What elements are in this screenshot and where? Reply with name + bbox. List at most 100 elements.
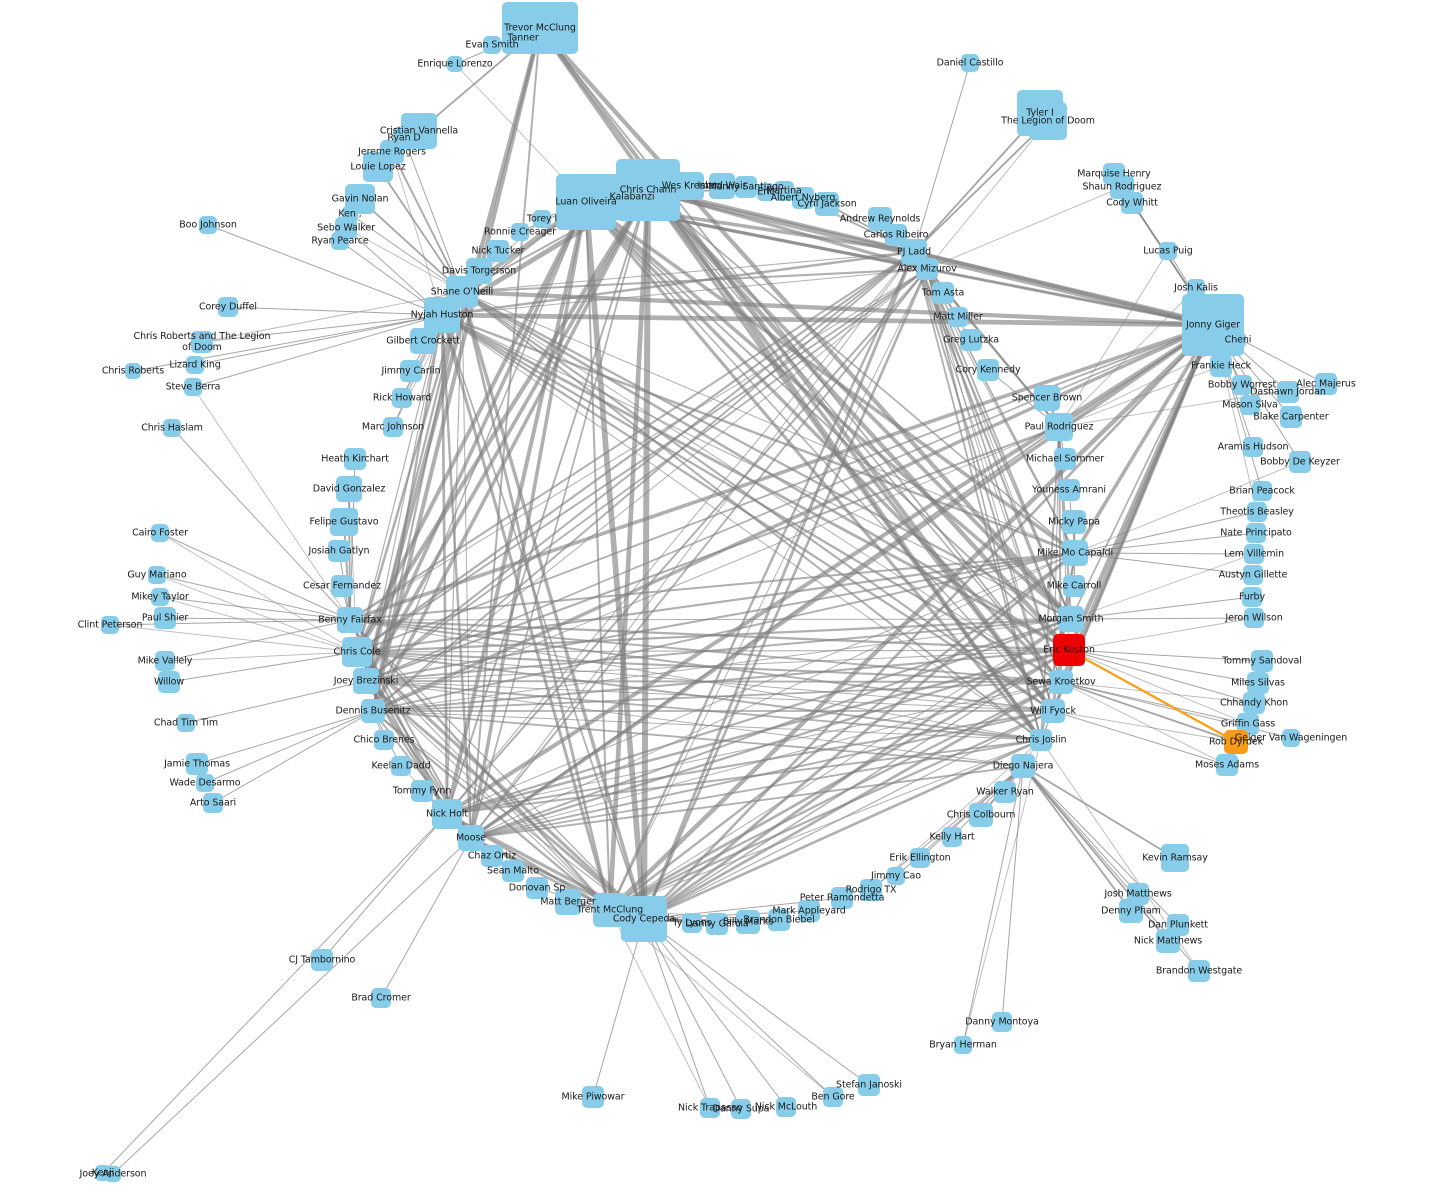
graph-node[interactable] xyxy=(1210,355,1232,377)
graph-node[interactable] xyxy=(1315,373,1337,395)
graph-node[interactable] xyxy=(700,1098,720,1118)
graph-node[interactable] xyxy=(709,173,735,199)
graph-node[interactable] xyxy=(191,331,213,353)
graph-node[interactable] xyxy=(948,307,968,327)
graph-node[interactable] xyxy=(556,174,616,230)
graph-node[interactable] xyxy=(361,699,385,723)
graph-node[interactable] xyxy=(487,240,509,262)
graph-node[interactable] xyxy=(163,419,181,437)
graph-node[interactable] xyxy=(481,845,503,867)
graph-node[interactable] xyxy=(682,913,702,933)
graph-node[interactable] xyxy=(757,183,775,201)
graph-node[interactable] xyxy=(798,900,820,922)
graph-node[interactable] xyxy=(1252,481,1272,501)
graph-node[interactable] xyxy=(447,56,463,72)
graph-node[interactable] xyxy=(609,174,655,220)
graph-node[interactable] xyxy=(960,329,982,351)
graph-node[interactable] xyxy=(177,714,195,732)
graph-node[interactable] xyxy=(411,780,433,802)
graph-node[interactable] xyxy=(910,848,930,868)
graph-node[interactable] xyxy=(735,176,757,198)
graph-node[interactable] xyxy=(1053,634,1085,666)
graph-node[interactable] xyxy=(1242,587,1262,607)
graph-node[interactable] xyxy=(1247,502,1267,522)
graph-node[interactable] xyxy=(391,756,411,776)
graph-node[interactable] xyxy=(330,508,358,536)
graph-node[interactable] xyxy=(1058,606,1084,632)
graph-node[interactable] xyxy=(582,1086,604,1108)
graph-node[interactable] xyxy=(1049,670,1073,694)
graph-node[interactable] xyxy=(731,1099,751,1119)
graph-node[interactable] xyxy=(1280,406,1302,428)
graph-node[interactable] xyxy=(151,524,169,542)
graph-node[interactable] xyxy=(887,867,905,885)
graph-node[interactable] xyxy=(954,1036,972,1054)
graph-node[interactable] xyxy=(1159,242,1177,260)
graph-node[interactable] xyxy=(977,359,999,381)
graph-node[interactable] xyxy=(815,192,839,216)
graph-node[interactable] xyxy=(125,363,141,379)
graph-node[interactable] xyxy=(342,637,372,667)
graph-node[interactable] xyxy=(458,825,484,851)
graph-node[interactable] xyxy=(344,448,366,470)
graph-node[interactable] xyxy=(328,540,350,562)
graph-node[interactable] xyxy=(706,913,728,935)
graph-node[interactable] xyxy=(992,1012,1012,1032)
graph-node[interactable] xyxy=(768,909,790,931)
graph-node[interactable] xyxy=(1045,413,1073,441)
graph-node[interactable] xyxy=(1216,754,1238,776)
graph-node[interactable] xyxy=(392,388,412,408)
graph-node[interactable] xyxy=(1062,540,1088,566)
graph-node[interactable] xyxy=(196,774,214,792)
graph-node[interactable] xyxy=(994,781,1016,803)
graph-node[interactable] xyxy=(374,730,394,750)
graph-node[interactable] xyxy=(424,297,460,333)
graph-node[interactable] xyxy=(400,360,422,382)
graph-node[interactable] xyxy=(1251,650,1273,672)
graph-node[interactable] xyxy=(1224,730,1248,754)
graph-node[interactable] xyxy=(331,232,349,250)
graph-node[interactable] xyxy=(184,378,202,396)
graph-node[interactable] xyxy=(199,216,217,234)
graph-node[interactable] xyxy=(969,803,993,827)
graph-node[interactable] xyxy=(1034,385,1060,411)
graph-node[interactable] xyxy=(483,36,501,54)
graph-node[interactable] xyxy=(148,566,166,584)
graph-node[interactable] xyxy=(942,827,962,847)
graph-node[interactable] xyxy=(105,1166,121,1182)
graph-node[interactable] xyxy=(932,282,954,304)
graph-node[interactable] xyxy=(1119,899,1143,923)
graph-node[interactable] xyxy=(1011,754,1035,778)
graph-node[interactable] xyxy=(1041,699,1065,723)
graph-node[interactable] xyxy=(155,651,175,671)
graph-node[interactable] xyxy=(1029,102,1067,140)
graph-node[interactable] xyxy=(1282,729,1300,747)
graph-node[interactable] xyxy=(1244,608,1264,628)
graph-node[interactable] xyxy=(1187,279,1205,297)
graph-node[interactable] xyxy=(676,172,704,200)
graph-node[interactable] xyxy=(186,753,208,775)
graph-node[interactable] xyxy=(860,879,882,901)
graph-node[interactable] xyxy=(363,152,393,182)
graph-node[interactable] xyxy=(1237,713,1259,735)
graph-node[interactable] xyxy=(1244,544,1264,564)
graph-node[interactable] xyxy=(1230,332,1246,348)
graph-node[interactable] xyxy=(1246,523,1266,543)
graph-node[interactable] xyxy=(1277,381,1299,403)
graph-node[interactable] xyxy=(533,210,551,228)
graph-node[interactable] xyxy=(961,54,979,72)
graph-node[interactable] xyxy=(1243,437,1263,457)
graph-node[interactable] xyxy=(371,988,391,1008)
graph-node[interactable] xyxy=(410,328,436,354)
graph-node[interactable] xyxy=(916,258,938,280)
graph-node[interactable] xyxy=(831,887,853,909)
graph-node[interactable] xyxy=(502,860,524,882)
graph-node[interactable] xyxy=(1063,575,1085,597)
graph-node[interactable] xyxy=(792,187,814,209)
graph-node[interactable] xyxy=(336,476,362,502)
graph-node[interactable] xyxy=(186,356,204,374)
graph-node[interactable] xyxy=(1289,451,1311,473)
graph-node[interactable] xyxy=(1161,844,1189,872)
graph-node[interactable] xyxy=(218,297,238,317)
